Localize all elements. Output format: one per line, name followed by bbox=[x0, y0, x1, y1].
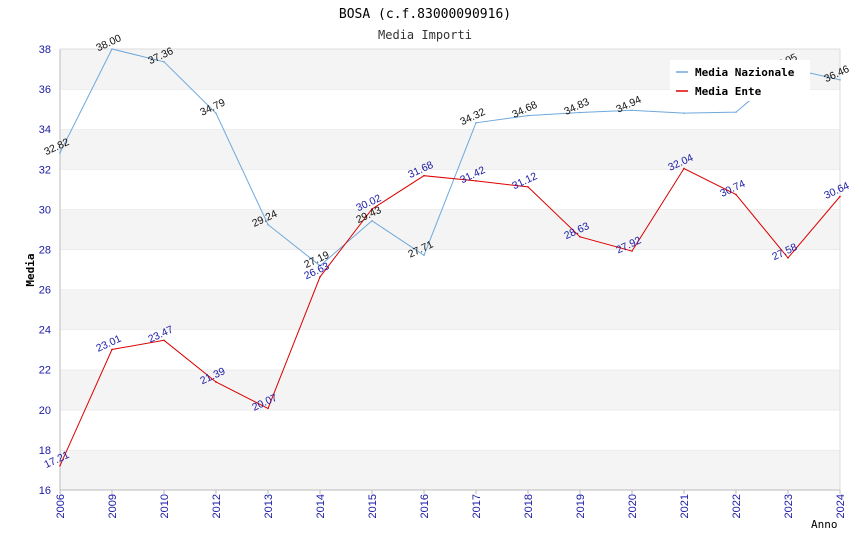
data-point bbox=[787, 257, 789, 259]
y-tick-label: 26 bbox=[39, 285, 51, 297]
data-point bbox=[423, 174, 425, 177]
grid-band bbox=[60, 209, 840, 250]
y-tick-labels: 16 18 20 22 24 26 28 30 32 34 36 38 bbox=[39, 44, 51, 497]
y-tick-label: 22 bbox=[39, 365, 51, 377]
legend-box bbox=[670, 60, 810, 101]
chart-title: BOSA (c.f.83000090916) bbox=[339, 7, 511, 22]
data-point bbox=[527, 114, 529, 117]
x-tick-label: 2021 bbox=[679, 494, 691, 518]
data-point bbox=[371, 208, 373, 210]
data-point bbox=[111, 48, 113, 50]
grid-band bbox=[60, 449, 840, 490]
x-tick-label: 2018 bbox=[523, 494, 535, 518]
legend-label-nazionale: Media Nazionale bbox=[695, 66, 795, 79]
data-point bbox=[111, 348, 113, 351]
data-point bbox=[631, 250, 633, 252]
x-tick-label: 2006 bbox=[55, 494, 67, 518]
legend: Media Nazionale Media Ente bbox=[670, 60, 810, 101]
x-tick-label: 2019 bbox=[575, 494, 587, 518]
x-tick-label: 2022 bbox=[731, 494, 743, 518]
data-point bbox=[839, 195, 841, 198]
data-point bbox=[683, 112, 685, 114]
y-tick-label: 34 bbox=[39, 124, 51, 136]
legend-label-ente: Media Ente bbox=[695, 85, 762, 98]
y-tick-label: 36 bbox=[39, 84, 51, 96]
data-point bbox=[215, 381, 217, 383]
data-point bbox=[319, 276, 321, 278]
data-point bbox=[475, 121, 477, 124]
data-point bbox=[527, 186, 529, 188]
x-tick-label: 2024 bbox=[835, 494, 847, 518]
y-tick-label: 18 bbox=[39, 445, 51, 457]
data-point bbox=[267, 223, 269, 226]
axes bbox=[59, 48, 841, 491]
x-tick-label: 2015 bbox=[367, 494, 379, 518]
data-point bbox=[163, 61, 165, 63]
x-tick-labels: 2006 2009 2010 2012 2013 2014 2015 2016 2017 2018… bbox=[55, 490, 847, 518]
data-point bbox=[683, 167, 685, 170]
grid-band bbox=[60, 409, 840, 450]
data-point bbox=[423, 254, 425, 257]
data-point bbox=[163, 339, 165, 342]
x-tick-label: 2017 bbox=[471, 494, 483, 518]
data-point bbox=[839, 79, 841, 81]
data-point bbox=[371, 219, 373, 222]
grid-band bbox=[60, 289, 840, 330]
chart-subtitle: Media Importi bbox=[378, 28, 472, 42]
x-tick-label: 2009 bbox=[107, 494, 119, 518]
x-tick-label: 2014 bbox=[315, 494, 327, 518]
x-tick-label: 2016 bbox=[419, 494, 431, 518]
data-point bbox=[631, 109, 633, 112]
series-lines bbox=[59, 48, 841, 467]
y-tick-label: 30 bbox=[39, 204, 51, 216]
data-point bbox=[475, 180, 477, 182]
x-tick-label: 2023 bbox=[783, 494, 795, 518]
data-point bbox=[579, 236, 581, 238]
series-line-ente bbox=[59, 167, 841, 466]
y-tick-label: 16 bbox=[39, 485, 51, 497]
data-point bbox=[735, 193, 737, 196]
data-point bbox=[59, 464, 61, 467]
y-axis-label: Media bbox=[24, 253, 37, 286]
x-axis-label: Anno bbox=[811, 518, 838, 531]
x-tick-label: 2012 bbox=[211, 494, 223, 518]
y-tick-label: 20 bbox=[39, 405, 51, 417]
grid-band bbox=[60, 129, 840, 170]
data-point bbox=[319, 264, 321, 267]
series-line-nazionale bbox=[59, 48, 841, 267]
data-point bbox=[59, 152, 61, 154]
data-point bbox=[267, 407, 269, 410]
y-tick-label: 38 bbox=[39, 44, 51, 56]
data-point bbox=[579, 111, 581, 114]
grid-band bbox=[60, 329, 840, 370]
y-tick-label: 28 bbox=[39, 244, 51, 256]
grid-band bbox=[60, 369, 840, 410]
grid-bands bbox=[60, 48, 840, 490]
y-tick-label: 24 bbox=[39, 325, 51, 337]
data-point bbox=[735, 111, 737, 113]
y-tick-label: 32 bbox=[39, 164, 51, 176]
x-tick-label: 2013 bbox=[263, 494, 275, 518]
data-point bbox=[215, 112, 217, 115]
x-tick-label: 2010 bbox=[159, 494, 171, 518]
grid-band bbox=[60, 249, 840, 290]
x-tick-label: 2020 bbox=[627, 494, 639, 518]
